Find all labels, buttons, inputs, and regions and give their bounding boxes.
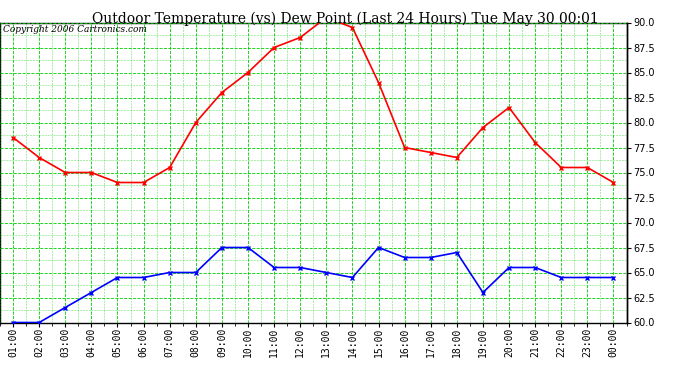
Text: Outdoor Temperature (vs) Dew Point (Last 24 Hours) Tue May 30 00:01: Outdoor Temperature (vs) Dew Point (Last… — [92, 11, 598, 26]
Text: Copyright 2006 Cartronics.com: Copyright 2006 Cartronics.com — [3, 26, 147, 34]
